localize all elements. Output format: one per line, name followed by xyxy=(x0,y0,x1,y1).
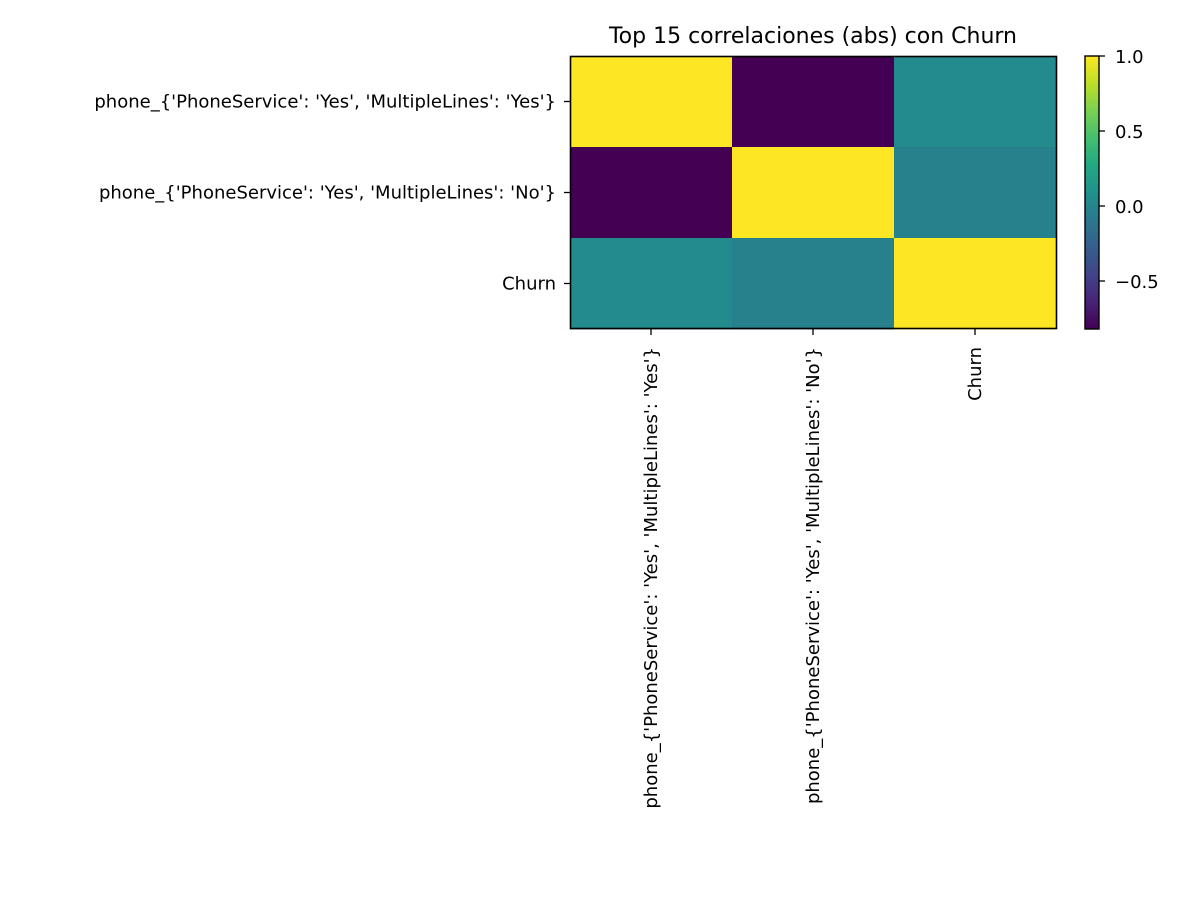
x-tick-label: phone_{'PhoneService': 'Yes', 'MultipleL… xyxy=(803,347,824,804)
x-axis-ticks: phone_{'PhoneService': 'Yes', 'MultipleL… xyxy=(641,329,986,809)
colorbar-tick-label: 1.0 xyxy=(1115,47,1144,68)
colorbar-tick-label: 0.5 xyxy=(1115,122,1144,143)
colorbar-tick-label: 0.0 xyxy=(1115,197,1144,218)
heatmap-cells xyxy=(570,56,1057,330)
colorbar-frame xyxy=(1084,55,1100,330)
x-tick-label: phone_{'PhoneService': 'Yes', 'MultipleL… xyxy=(641,347,662,809)
heatmap-cell xyxy=(570,147,733,239)
heatmap-cell xyxy=(570,56,733,148)
y-tick-label: phone_{'PhoneService': 'Yes', 'MultipleL… xyxy=(99,183,556,204)
y-tick-label: phone_{'PhoneService': 'Yes', 'MultipleL… xyxy=(94,92,556,113)
heatmap-cell xyxy=(732,147,895,239)
heatmap-cell xyxy=(894,147,1057,239)
heatmap-cell xyxy=(894,56,1057,148)
plot-frame xyxy=(569,55,1058,330)
y-axis-ticks: phone_{'PhoneService': 'Yes', 'MultipleL… xyxy=(94,92,570,295)
colorbar-ticks: 1.0 0.5 0.0 −0.5 xyxy=(1099,47,1159,293)
y-tick-label: Churn xyxy=(502,274,556,295)
heatmap-cell xyxy=(570,238,733,330)
colorbar: 1.0 0.5 0.0 −0.5 xyxy=(1084,47,1159,330)
colorbar-tick-label: −0.5 xyxy=(1115,272,1159,293)
heatmap-cell xyxy=(894,238,1057,330)
x-tick-label: Churn xyxy=(965,347,986,401)
chart-title: Top 15 correlaciones (abs) con Churn xyxy=(608,24,1017,49)
colorbar-gradient xyxy=(1085,56,1099,329)
heatmap-cell xyxy=(732,56,895,148)
heatmap-cell xyxy=(732,238,895,330)
